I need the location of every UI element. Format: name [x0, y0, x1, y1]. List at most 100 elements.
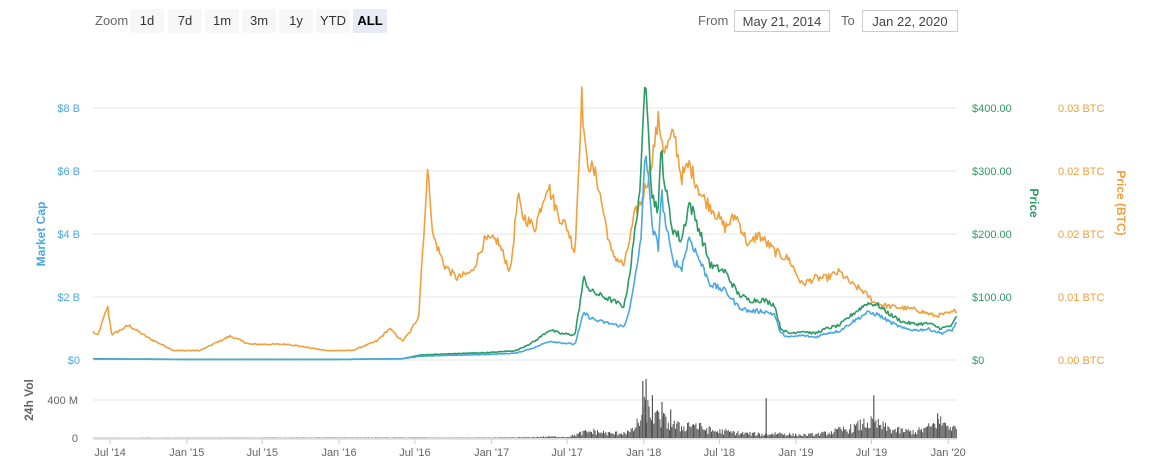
plot-area [92, 86, 958, 439]
volume-bar [898, 426, 900, 438]
volume-bar [551, 436, 553, 438]
zoom-label: Zoom [95, 13, 129, 28]
volume-bar [916, 434, 918, 438]
volume-bar [691, 424, 693, 438]
volume-bar [498, 437, 500, 438]
volume-bar [559, 437, 561, 438]
volume-bar [804, 434, 806, 438]
volume-bar [635, 427, 637, 438]
x-axis-tick-label: Jul '19 [856, 447, 887, 459]
volume-bar [577, 433, 579, 438]
volume-bar [906, 430, 908, 438]
volume-bar [678, 422, 680, 438]
volume-bar [915, 432, 916, 438]
volume-bar [785, 436, 787, 438]
zoom-all-button[interactable]: ALL [353, 9, 387, 33]
volume-bar [851, 433, 853, 438]
volume-bar [509, 437, 511, 438]
volume-bar [846, 431, 848, 438]
volume-bar [840, 429, 842, 438]
volume-bar [550, 436, 552, 438]
volume-bar [523, 437, 525, 438]
volume-bar [891, 433, 892, 438]
volume-bar [901, 428, 903, 438]
volume-bar [424, 437, 426, 438]
volume-bar [301, 437, 303, 438]
to-date-input[interactable]: Jan 22, 2020 [862, 10, 958, 32]
zoom-ytd-button[interactable]: YTD [316, 9, 350, 33]
volume-bar [904, 432, 906, 438]
volume-bar [792, 433, 794, 438]
volume-bar [563, 437, 565, 438]
volume-bar [643, 396, 645, 438]
zoom-1m-button[interactable]: 1m [205, 9, 239, 33]
volume-bar [582, 430, 584, 438]
volume-bar [909, 431, 910, 438]
volume-bar [627, 430, 628, 438]
volume-bar [431, 437, 433, 438]
volume-bar [661, 401, 663, 438]
volume-bar [921, 429, 922, 438]
volume-bar [927, 426, 928, 438]
volume-bar [762, 435, 764, 438]
volume-bar [355, 437, 357, 438]
volume-bar [822, 432, 824, 438]
volume-bar [856, 423, 858, 438]
price-btc-axis-title: Price (BTC) [1114, 170, 1128, 235]
volume-bar [821, 431, 823, 438]
volume-bar [505, 437, 507, 438]
volume-bar [513, 437, 514, 438]
volume-bar [903, 432, 904, 438]
volume-bar [528, 437, 530, 438]
volume-bar [769, 434, 771, 438]
volume-bar [615, 431, 616, 438]
volume-bar [912, 429, 914, 438]
volume-bar [412, 437, 414, 438]
volume-bar [522, 437, 524, 438]
volume-bar [569, 437, 571, 438]
range-selector-toolbar: Zoom 1d 7d 1m 3m 1y YTD ALL From May 21,… [0, 0, 1153, 42]
zoom-1y-button[interactable]: 1y [279, 9, 313, 33]
volume-bar [772, 433, 774, 438]
volume-bar [929, 426, 931, 438]
volume-bar [922, 432, 924, 438]
volume-bar [581, 435, 583, 438]
volume-bar [317, 437, 319, 438]
volume-bar [612, 433, 614, 438]
zoom-3m-button[interactable]: 3m [242, 9, 276, 33]
volume-bar [797, 436, 799, 438]
volume-bar [780, 433, 782, 438]
price-usd-tick-label: $0 [972, 355, 984, 367]
volume-bar [629, 432, 631, 438]
volume-bar [923, 428, 925, 438]
volume-bar [919, 430, 921, 438]
volume-bar [917, 430, 919, 438]
volume-bar [300, 437, 302, 438]
volume-bar [853, 423, 855, 438]
from-date-input[interactable]: May 21, 2014 [734, 10, 830, 32]
zoom-1d-button[interactable]: 1d [130, 9, 164, 33]
volume-bar [943, 422, 945, 438]
zoom-7d-button[interactable]: 7d [168, 9, 202, 33]
volume-bar [828, 432, 830, 438]
volume-bar [930, 426, 932, 438]
volume-bar [697, 429, 699, 438]
volume-bar [601, 433, 603, 438]
volume-bar [870, 416, 872, 438]
volume-bar [876, 427, 878, 438]
volume-bar [682, 430, 684, 438]
volume-bar [699, 423, 700, 438]
volume-bar [597, 430, 598, 438]
volume-bar [755, 435, 757, 438]
volume-bar [651, 420, 652, 438]
volume-bar [376, 437, 378, 438]
volume-bar [837, 429, 838, 438]
volume-bar [910, 430, 912, 438]
volume-bar [737, 431, 739, 438]
volume-bar [519, 437, 520, 438]
volume-bar [613, 434, 615, 438]
volume-bar [719, 429, 721, 438]
volume-bar [396, 437, 398, 438]
volume-bar [742, 431, 744, 438]
volume-bar [618, 433, 620, 438]
